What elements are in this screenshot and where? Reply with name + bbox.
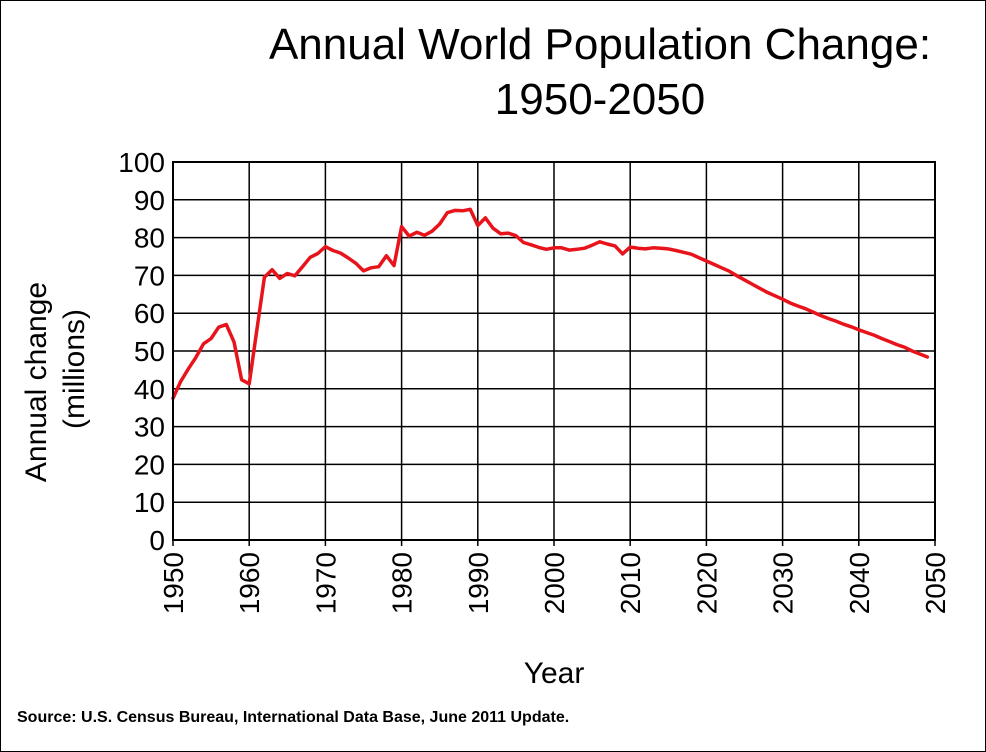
population-change-line [171,207,930,401]
x-tick-label: 2040 [844,552,875,614]
x-tick-label: 2030 [768,552,799,614]
x-tick-label: 2050 [920,552,951,614]
y-tick-label: 60 [134,298,165,329]
x-axis-title: Year [524,657,585,690]
x-tick-label: 1960 [234,552,265,614]
y-axis-title-line-1: Annual change [20,282,53,482]
chart-title-line-2: 1950-2050 [495,75,705,124]
y-tick-label: 10 [134,487,165,518]
y-tick-label: 80 [134,223,165,254]
y-axis-title-line-2: (millions) [58,309,91,429]
y-tick-label: 50 [134,336,165,367]
x-tick-label: 1950 [158,552,189,614]
x-tick-label: 1980 [387,552,418,614]
y-tick-label: 90 [134,185,165,216]
y-tick-label: 20 [134,449,165,480]
plot-area-border [172,161,936,541]
x-tick-label: 2000 [539,552,570,614]
source-note: Source: U.S. Census Bureau, Internationa… [17,709,570,726]
y-tick-label: 30 [134,412,165,443]
chart-title-line-1: Annual World Population Change: [269,20,931,69]
grid [172,161,936,546]
y-tick-label: 0 [149,525,165,556]
y-tick-label: 100 [118,147,165,178]
x-tick-label: 2020 [691,552,722,614]
y-tick-label: 40 [134,374,165,405]
x-tick-label: 2010 [615,552,646,614]
y-tick-label: 70 [134,260,165,291]
x-axis-tick-labels: 1950 1960 1970 1980 1990 2000 2010 2020 2030 2040… [158,552,951,614]
y-axis-tick-labels: 0 10 20 30 40 50 60 70 80 90 100 [118,147,165,556]
x-tick-label: 1970 [310,552,341,614]
x-tick-label: 1990 [463,552,494,614]
